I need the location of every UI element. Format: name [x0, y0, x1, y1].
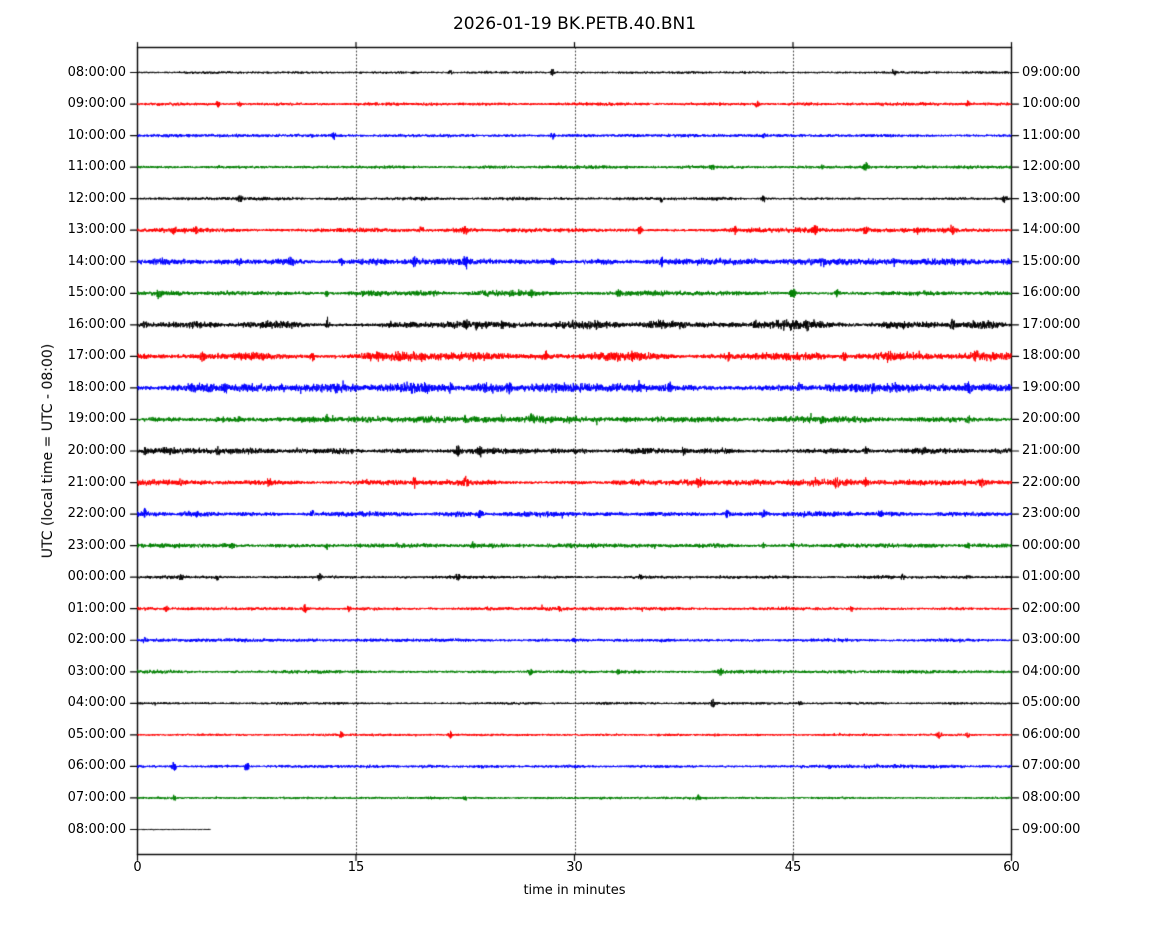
local-time-label: 08:00:00	[1022, 789, 1081, 805]
utc-time-label: 08:00:00	[67, 821, 126, 837]
plot-title: 2026-01-19 BK.PETB.40.BN1	[452, 14, 697, 34]
local-time-label: 05:00:00	[1022, 695, 1081, 711]
utc-time-label: 23:00:00	[67, 537, 126, 553]
utc-time-label: 08:00:00	[67, 64, 126, 80]
local-time-label: 22:00:00	[1022, 474, 1081, 490]
local-time-label: 21:00:00	[1022, 443, 1081, 458]
local-time-label: 16:00:00	[1022, 285, 1081, 301]
utc-time-label: 09:00:00	[67, 96, 126, 112]
utc-time-label: 11:00:00	[67, 159, 126, 175]
utc-time-label: 07:00:00	[67, 789, 126, 805]
utc-time-label: 03:00:00	[67, 663, 126, 679]
x-tick-label: 30	[566, 860, 583, 875]
x-tick-label: 0	[133, 860, 142, 875]
utc-time-label: 10:00:00	[67, 127, 126, 143]
local-time-label: 04:00:00	[1022, 663, 1081, 679]
local-time-label: 12:00:00	[1022, 159, 1081, 175]
local-time-label: 00:00:00	[1022, 537, 1081, 553]
utc-time-label: 12:00:00	[67, 190, 126, 206]
utc-time-label: 06:00:00	[67, 758, 126, 774]
local-time-label: 14:00:00	[1022, 222, 1081, 238]
local-time-label: 03:00:00	[1022, 632, 1081, 648]
utc-time-label: 01:00:00	[67, 600, 126, 616]
local-time-label: 17:00:00	[1022, 316, 1081, 332]
utc-time-label: 18:00:00	[67, 379, 126, 395]
x-tick-label: 45	[784, 860, 802, 875]
utc-time-label: 21:00:00	[67, 474, 126, 490]
local-time-label: 10:00:00	[1022, 96, 1081, 112]
utc-time-label: 19:00:00	[67, 411, 126, 427]
local-time-label: 19:00:00	[1022, 379, 1081, 395]
utc-time-label: 20:00:00	[67, 443, 126, 458]
local-time-label: 13:00:00	[1022, 190, 1081, 206]
local-time-label: 20:00:00	[1022, 411, 1081, 427]
x-tick-label: 15	[347, 860, 365, 875]
local-time-label: 11:00:00	[1022, 127, 1081, 143]
local-time-label: 06:00:00	[1022, 726, 1081, 742]
utc-time-label: 16:00:00	[67, 316, 126, 332]
utc-time-label: 17:00:00	[67, 348, 126, 364]
local-time-label: 18:00:00	[1022, 348, 1081, 364]
x-tick-label: 60	[1003, 860, 1020, 875]
local-time-label: 23:00:00	[1022, 506, 1081, 522]
local-time-label: 09:00:00	[1022, 821, 1081, 837]
local-time-label: 07:00:00	[1022, 758, 1081, 774]
utc-time-label: 22:00:00	[67, 506, 126, 522]
utc-time-label: 14:00:00	[67, 253, 126, 269]
utc-time-label: 13:00:00	[67, 222, 126, 238]
local-time-label: 02:00:00	[1022, 600, 1081, 616]
utc-time-label: 05:00:00	[67, 726, 126, 742]
utc-time-label: 00:00:00	[67, 569, 126, 585]
local-time-label: 09:00:00	[1022, 64, 1081, 80]
utc-time-label: 02:00:00	[67, 632, 126, 648]
x-axis-label: time in minutes	[523, 883, 626, 898]
local-time-label: 01:00:00	[1022, 569, 1081, 585]
utc-time-label: 15:00:00	[67, 285, 126, 301]
local-time-label: 15:00:00	[1022, 253, 1081, 269]
utc-time-label: 04:00:00	[67, 695, 126, 711]
